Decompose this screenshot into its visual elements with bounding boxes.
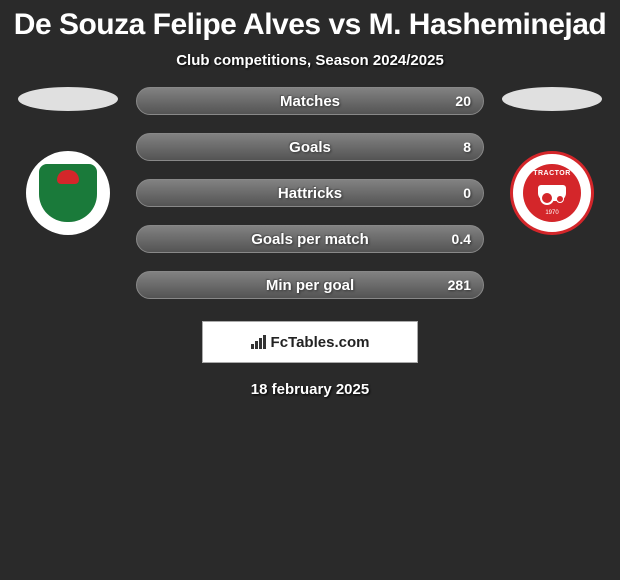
stat-value-right: 0.4 [452, 231, 471, 247]
club-right-text-year: 1970 [545, 210, 558, 216]
player-right-col: TRACTOR 1970 [502, 87, 602, 235]
stat-row: Matches 20 [136, 87, 484, 115]
content-row: Matches 20 Goals 8 Hattricks 0 Goals per match… [10, 87, 610, 299]
club-logo-left [26, 151, 110, 235]
stat-row: Goals per match 0.4 [136, 225, 484, 253]
club-logo-right: TRACTOR 1970 [510, 151, 594, 235]
date-text: 18 february 2025 [10, 381, 610, 398]
page-title: De Souza Felipe Alves vs M. Hasheminejad [10, 8, 610, 42]
stat-label: Matches [280, 93, 340, 110]
stat-label: Min per goal [266, 277, 354, 294]
stat-row: Goals 8 [136, 133, 484, 161]
stat-value-right: 0 [463, 185, 471, 201]
country-flag-left [18, 87, 118, 111]
country-flag-right [502, 87, 602, 111]
club-right-text-top: TRACTOR [533, 170, 571, 177]
stat-value-right: 281 [448, 277, 471, 293]
brand-box: FcTables.com [202, 321, 418, 363]
player-left-col [18, 87, 118, 235]
stat-row: Min per goal 281 [136, 271, 484, 299]
stats-column: Matches 20 Goals 8 Hattricks 0 Goals per match… [118, 87, 502, 299]
tractor-icon [538, 185, 566, 201]
club-crest-left-icon [39, 164, 97, 222]
stat-label: Goals [289, 139, 331, 156]
comparison-card: De Souza Felipe Alves vs M. Hasheminejad… [0, 0, 620, 406]
stat-label: Goals per match [251, 231, 369, 248]
stat-row: Hattricks 0 [136, 179, 484, 207]
subtitle: Club competitions, Season 2024/2025 [10, 52, 610, 69]
club-crest-right-icon: TRACTOR 1970 [523, 164, 581, 222]
stat-label: Hattricks [278, 185, 342, 202]
brand-chart-icon [251, 335, 267, 349]
brand-text: FcTables.com [271, 334, 370, 351]
stat-value-right: 20 [455, 93, 471, 109]
stat-value-right: 8 [463, 139, 471, 155]
